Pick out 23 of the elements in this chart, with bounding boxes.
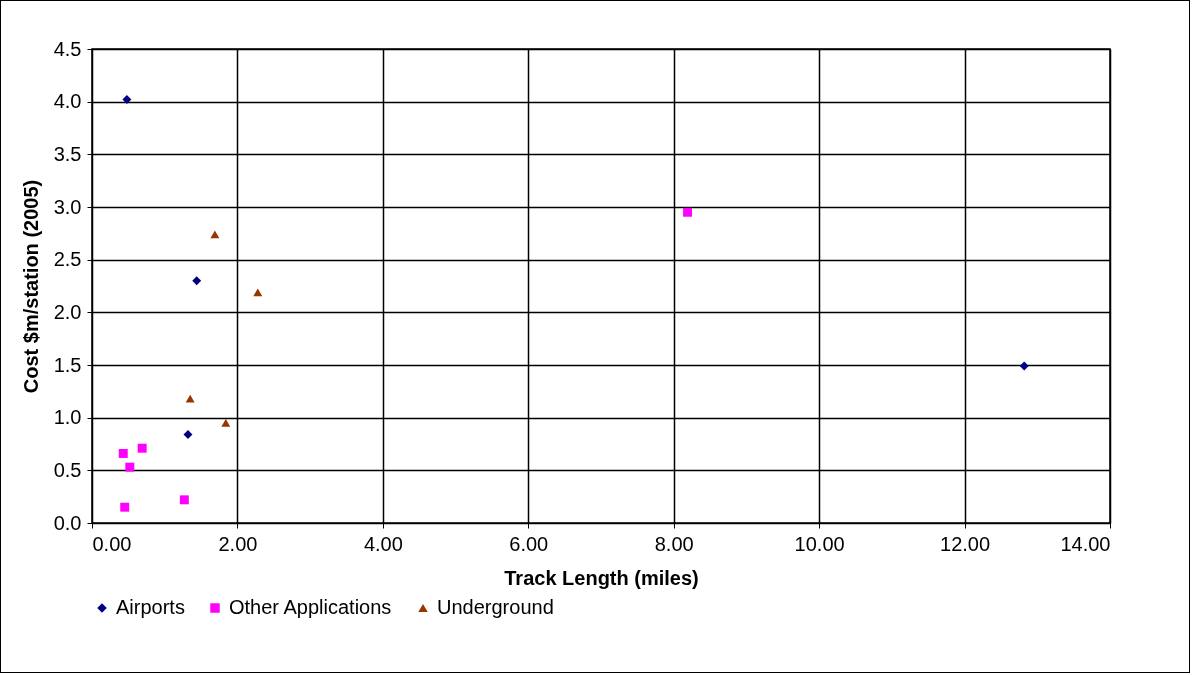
x-tick-label: 6.00 [509, 532, 549, 555]
y-tick-label: 2.0 [53, 300, 82, 323]
legend-label: Other Applications [229, 596, 392, 618]
y-tick-label: 2.5 [53, 248, 82, 271]
y-tick-label: 0.5 [53, 458, 82, 481]
y-tick-label: 0.0 [53, 511, 82, 534]
x-tick-label: 12.00 [940, 532, 991, 555]
y-tick-label: 3.0 [53, 195, 82, 218]
x-axis-title: Track Length (miles) [504, 566, 699, 589]
x-tick-label: 2.00 [218, 532, 258, 555]
x-tick-label: 8.00 [654, 532, 694, 555]
y-tick-label: 1.5 [53, 353, 82, 376]
x-tick-label: 14.00 [1060, 532, 1111, 555]
legend-label: Airports [116, 596, 185, 618]
legend-label: Underground [437, 596, 554, 618]
y-tick-label: 3.5 [53, 142, 82, 165]
y-tick-label: 1.0 [53, 406, 82, 429]
y-tick-label: 4.5 [53, 37, 82, 60]
x-tick-label: 10.00 [794, 532, 845, 555]
y-axis-title: Cost $m/station (2005) [19, 179, 42, 394]
x-tick-label: 0.00 [92, 532, 132, 555]
x-tick-label: 4.00 [363, 532, 403, 555]
y-tick-label: 4.0 [53, 90, 82, 113]
